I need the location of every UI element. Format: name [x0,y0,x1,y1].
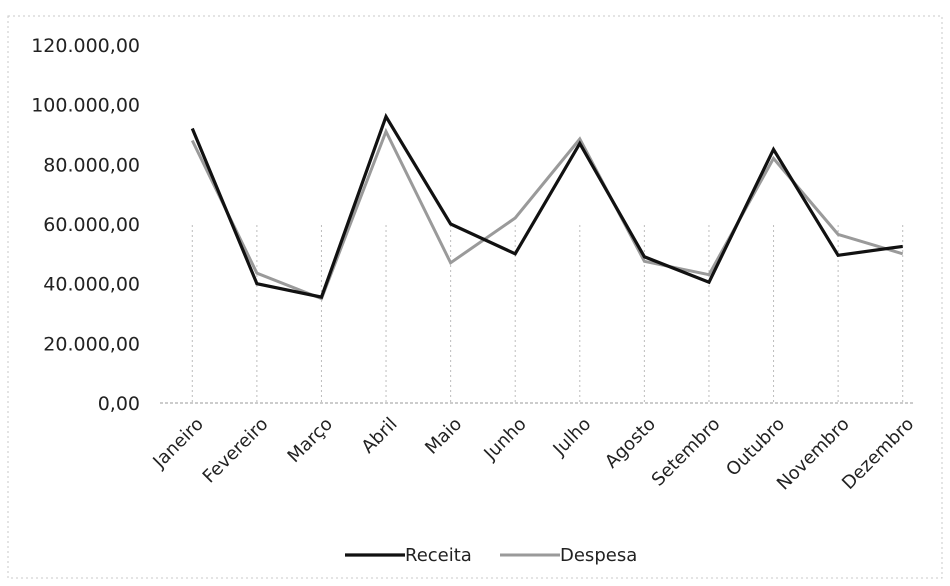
x-tick-label: Fevereiro [199,414,273,488]
chart-border [7,15,943,579]
x-tick-label: Janeiro [149,414,208,473]
x-tick-label: Setembro [648,414,725,491]
y-tick-label: 0,00 [98,393,140,415]
series-line-receita [190,112,903,299]
chart-frame [7,15,943,579]
category-gridlines [191,225,904,403]
x-tick-label: Maio [421,414,466,459]
y-tick-label: 40.000,00 [43,274,140,296]
legend-label-receita: Receita [405,545,472,566]
x-tick-label: Outubro [722,414,789,481]
legend-label-despesa: Despesa [560,545,637,566]
series-line-despesa [190,127,904,301]
x-tick-label: Março [284,414,337,467]
y-tick-label: 120.000,00 [31,35,140,57]
x-tick-label: Agosto [601,414,660,473]
x-tick-label: Julho [549,414,596,461]
y-tick-label: 80.000,00 [43,154,140,176]
axes: 0,00 20.000,00 40.000,00 60.000,00 80.000,00… [31,35,918,494]
y-tick-label: 100.000,00 [31,95,140,117]
y-tick-label: 60.000,00 [43,214,140,236]
x-tick-label: Junho [479,414,530,465]
x-tick-label: Abril [358,414,402,458]
series-lines [190,112,904,301]
y-tick-label: 20.000,00 [43,333,140,355]
legend: Receita Despesa [345,545,637,566]
